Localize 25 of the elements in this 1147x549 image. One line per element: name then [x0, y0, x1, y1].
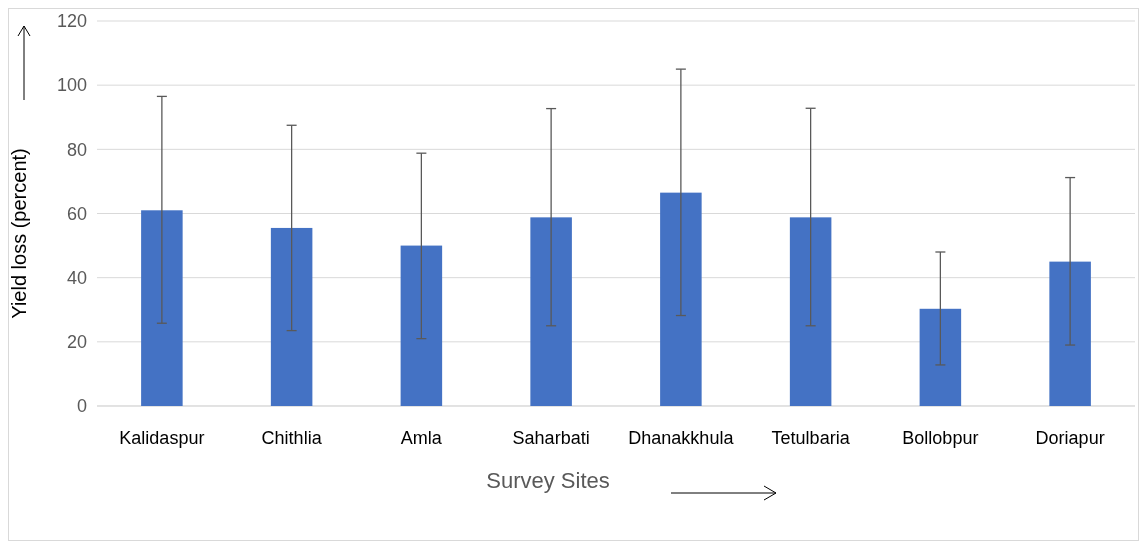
x-tick-label: Amla: [400, 428, 443, 448]
bar: [919, 308, 962, 406]
bar: [789, 217, 832, 406]
x-tick-label: Chithlia: [261, 428, 323, 448]
x-tick-label: Kalidaspur: [119, 428, 205, 448]
y-tick-label: 120: [56, 11, 87, 32]
y-axis-title: Yield loss (percent): [8, 148, 30, 319]
y-tick-label: 80: [66, 139, 87, 160]
x-tick-label: Dhanakkhula: [628, 428, 735, 448]
x-tick-label: Tetulbaria: [771, 428, 851, 448]
y-tick-label: 20: [66, 332, 87, 353]
bar: [1049, 261, 1091, 406]
x-tick-label: Bollobpur: [902, 428, 979, 448]
y-tick-label: 100: [56, 75, 87, 96]
x-axis-title: Survey Sites: [486, 468, 610, 493]
bar: [141, 210, 183, 406]
x-tick-label: Saharbati: [512, 428, 590, 448]
bar: [530, 217, 572, 406]
bar: [400, 245, 443, 406]
y-tick-label: 0: [76, 396, 87, 417]
y-tick-label: 60: [66, 203, 87, 224]
bar: [660, 192, 702, 406]
bar: [270, 227, 313, 406]
x-tick-label: Doriapur: [1035, 428, 1105, 448]
y-tick-label: 40: [66, 267, 87, 288]
